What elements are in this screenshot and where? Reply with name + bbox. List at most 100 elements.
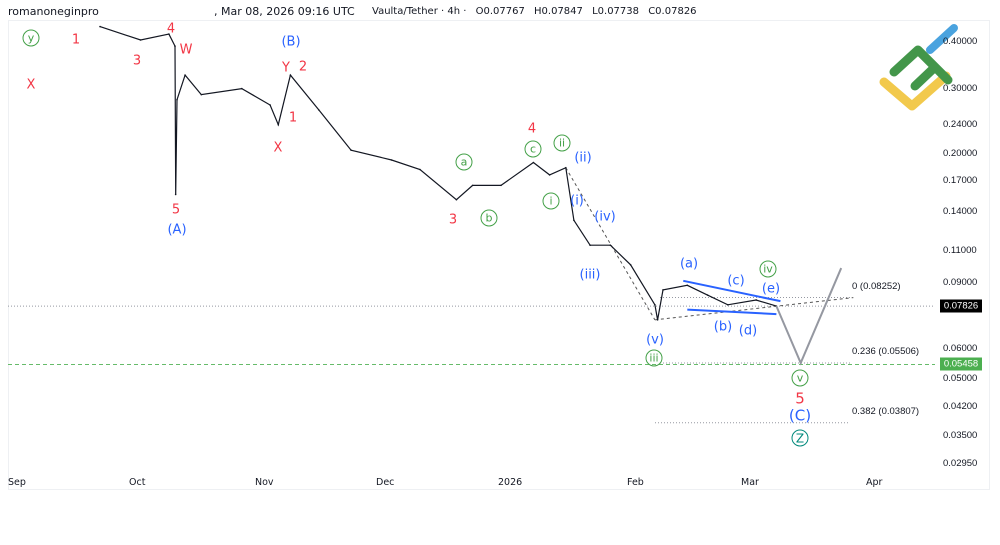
open-value: O0.07767 bbox=[475, 6, 525, 17]
price-point bbox=[184, 74, 186, 76]
brand-logo-icon bbox=[879, 24, 958, 111]
author-name: romanoneginpro bbox=[8, 5, 99, 18]
wave-label: a bbox=[455, 153, 473, 171]
wave-label: ii bbox=[553, 134, 571, 152]
y-tick: 0.24000 bbox=[943, 118, 978, 130]
close-value: C0.07826 bbox=[648, 6, 697, 17]
price-point bbox=[686, 284, 689, 287]
price-point bbox=[200, 93, 203, 96]
price-point bbox=[548, 174, 551, 176]
price-point bbox=[241, 87, 243, 90]
price-point bbox=[500, 184, 502, 187]
price-point bbox=[176, 98, 178, 101]
fib-level-0382: 0.382 (0.03807) bbox=[852, 406, 920, 417]
wave-label: b bbox=[480, 209, 498, 227]
wave-label: 1 bbox=[288, 110, 298, 126]
wave-label: X bbox=[26, 77, 36, 93]
y-tick: 0.20000 bbox=[943, 148, 978, 160]
wave-label: 1 bbox=[71, 32, 81, 48]
wave-label: v bbox=[791, 369, 809, 387]
channel-top-line bbox=[565, 167, 656, 321]
wave-label: (iv) bbox=[594, 209, 616, 225]
wave-label: (d) bbox=[738, 323, 758, 339]
x-tick: Mar bbox=[741, 477, 759, 488]
wave-label: (v) bbox=[646, 332, 664, 348]
price-point bbox=[99, 25, 101, 28]
wave-label: iv bbox=[759, 260, 777, 278]
price-point bbox=[573, 219, 575, 222]
price-point bbox=[168, 33, 170, 35]
target-price-tag: 0.05458 bbox=[940, 357, 982, 371]
price-point bbox=[629, 264, 632, 266]
y-tick: 0.30000 bbox=[943, 82, 978, 94]
wave-label: (B) bbox=[281, 34, 301, 50]
price-point bbox=[656, 319, 659, 321]
wave-label: 2 bbox=[298, 59, 308, 75]
price-point bbox=[565, 166, 567, 169]
x-tick: Feb bbox=[627, 477, 644, 488]
wave-label: i bbox=[542, 192, 560, 210]
wave-label: 5 bbox=[795, 389, 805, 408]
y-tick: 0.04200 bbox=[943, 400, 978, 412]
current-price-tag: 0.07826 bbox=[940, 299, 982, 313]
wave-label: (c) bbox=[727, 273, 745, 289]
price-point bbox=[390, 159, 393, 161]
wave-label: X bbox=[273, 140, 283, 156]
wave-label: 5 bbox=[171, 202, 181, 218]
symbol-label: Vaulta/Tether · 4h · bbox=[372, 6, 467, 17]
chart-frame bbox=[8, 20, 990, 490]
price-point bbox=[269, 104, 271, 106]
y-tick: 0.02950 bbox=[943, 458, 978, 470]
triangle-lower-line bbox=[687, 308, 777, 316]
wave-label: Y bbox=[282, 60, 290, 76]
fib-level-0: 0 (0.08252) bbox=[852, 281, 901, 292]
wave-label: (A) bbox=[167, 222, 187, 238]
price-point bbox=[589, 244, 591, 247]
wave-label: y bbox=[22, 29, 40, 47]
y-tick: 0.03500 bbox=[943, 430, 978, 442]
price-point bbox=[277, 123, 280, 126]
triangle-upper-line bbox=[683, 279, 781, 303]
projection-path bbox=[775, 267, 843, 366]
y-tick: 0.05000 bbox=[943, 372, 978, 384]
wave-label: (b) bbox=[713, 319, 733, 335]
y-tick: 0.40000 bbox=[943, 36, 978, 47]
wave-label: (a) bbox=[679, 256, 699, 272]
price-point bbox=[350, 149, 352, 152]
price-point bbox=[471, 184, 474, 187]
price-point bbox=[139, 39, 142, 41]
wave-label: iii bbox=[645, 349, 663, 367]
wave-label: 3 bbox=[448, 212, 458, 228]
y-tick: 0.14000 bbox=[943, 205, 978, 217]
price-point bbox=[419, 168, 421, 171]
wave-label: (i) bbox=[570, 193, 584, 209]
price-line bbox=[99, 26, 777, 321]
x-tick: Oct bbox=[129, 477, 146, 488]
price-point bbox=[289, 74, 292, 76]
price-point bbox=[654, 304, 656, 306]
x-tick: 2026 bbox=[498, 477, 523, 488]
x-tick: Dec bbox=[376, 477, 395, 488]
wave-label: (e) bbox=[761, 281, 781, 297]
wave-label: 4 bbox=[527, 121, 537, 137]
snapshot-timestamp: , Mar 08, 2026 09:16 UTC bbox=[214, 5, 355, 18]
wave-label: 3 bbox=[132, 53, 142, 69]
low-value: L0.07738 bbox=[592, 6, 640, 17]
price-point bbox=[317, 109, 320, 111]
x-tick: Sep bbox=[8, 477, 26, 488]
y-tick: 0.11000 bbox=[943, 245, 977, 256]
price-point bbox=[174, 193, 177, 196]
wave-label: 4 bbox=[166, 21, 176, 37]
x-tick: Apr bbox=[866, 477, 883, 488]
wave-label: Z bbox=[791, 429, 809, 447]
price-point bbox=[706, 294, 709, 296]
wave-label: W bbox=[179, 42, 193, 58]
price-point bbox=[174, 45, 176, 47]
price-point bbox=[455, 198, 458, 201]
y-tick: 0.17000 bbox=[943, 174, 978, 186]
wave-label: (C) bbox=[788, 406, 812, 425]
wave-label: (ii) bbox=[574, 150, 592, 166]
y-tick: 0.09000 bbox=[943, 277, 978, 289]
high-value: H0.07847 bbox=[534, 6, 583, 17]
